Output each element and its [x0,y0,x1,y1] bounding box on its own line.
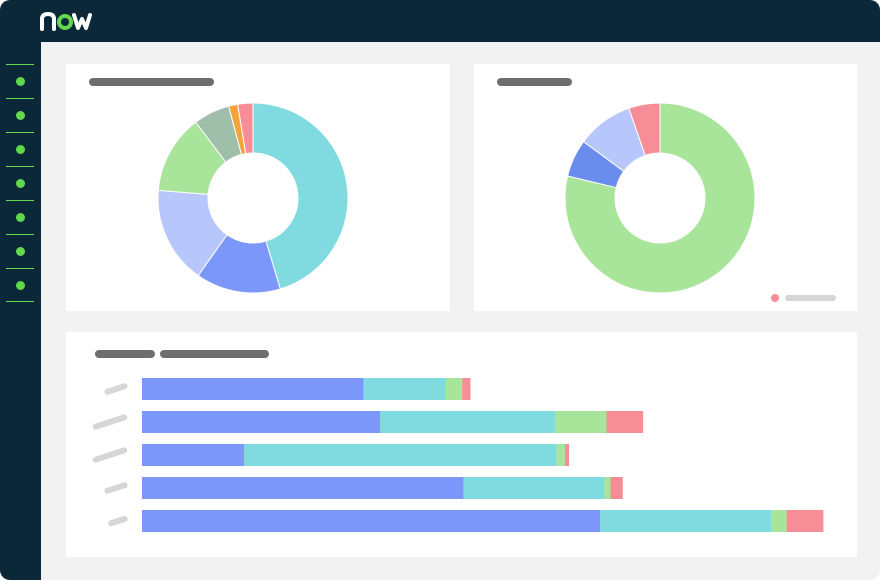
card-title-placeholder [95,350,155,358]
row-label-placeholder-2 [92,414,128,430]
donut-card-2 [474,64,857,311]
row-label-placeholder-1 [104,383,128,395]
bar-row-3-segment-2[interactable] [244,444,557,466]
row-label-placeholder-5 [108,515,128,527]
bar-row-2-segment-4[interactable] [606,411,644,433]
bar-card [66,332,857,557]
nav-dot-icon [16,179,25,188]
donut-slice-1[interactable] [564,102,756,294]
donut-chart-1 [157,102,349,294]
bar-row-3-segment-3[interactable] [556,444,565,466]
card-title-placeholder [497,78,572,86]
bar-row-3-segment-1[interactable] [142,444,244,466]
bar-row-5-segment-3[interactable] [771,510,787,532]
top-bar [0,0,880,42]
bar-row-4-segment-2[interactable] [463,477,605,499]
nav-dot-icon [16,247,25,256]
sidebar-item-5[interactable] [6,200,34,234]
card-title-placeholder [89,78,214,86]
nav-dot-icon [16,111,25,120]
bar-row-4-segment-3[interactable] [604,477,611,499]
bar-row-1-segment-3[interactable] [445,378,463,400]
nav-dot-icon [16,281,25,290]
sidebar-item-4[interactable] [6,166,34,200]
servicenow-logo[interactable] [40,5,94,37]
sidebar-item-7[interactable] [6,268,34,302]
sidebar-item-3[interactable] [6,132,34,166]
row-label-placeholder-4 [104,482,128,494]
donut-slice-4[interactable] [628,102,661,157]
sidebar-item-6[interactable] [6,234,34,268]
bar-row-2-segment-1[interactable] [142,411,380,433]
donut-card-1 [66,64,450,311]
row-label-placeholder-3 [92,447,128,463]
bar-row-3-segment-4[interactable] [564,444,570,466]
bar-row-2-segment-3[interactable] [555,411,607,433]
bar-row-1-segment-1[interactable] [142,378,364,400]
bar-row-1-segment-2[interactable] [363,378,446,400]
bar-row-4-segment-1[interactable] [142,477,464,499]
bar-row-5-segment-2[interactable] [600,510,772,532]
legend-swatch [771,294,779,302]
logo-mark [40,11,92,31]
nav-dot-icon [16,213,25,222]
nav-dot-icon [16,77,25,86]
donut-slice-7[interactable] [237,102,254,155]
sidebar-item-2[interactable] [6,98,34,132]
sidebar-item-1[interactable] [6,64,34,98]
bar-row-4-segment-4[interactable] [610,477,623,499]
legend-label-placeholder [785,295,836,301]
card-subtitle-placeholder [160,350,269,358]
bar-row-2-segment-2[interactable] [380,411,556,433]
sidebar [0,42,41,580]
bar-row-1-segment-4[interactable] [462,378,471,400]
bar-row-5-segment-4[interactable] [786,510,824,532]
bar-row-5-segment-1[interactable] [142,510,601,532]
donut-slice-1[interactable] [252,102,349,290]
donut-chart-2 [564,102,756,294]
nav-dot-icon [16,145,25,154]
stacked-bar-chart [92,378,824,532]
